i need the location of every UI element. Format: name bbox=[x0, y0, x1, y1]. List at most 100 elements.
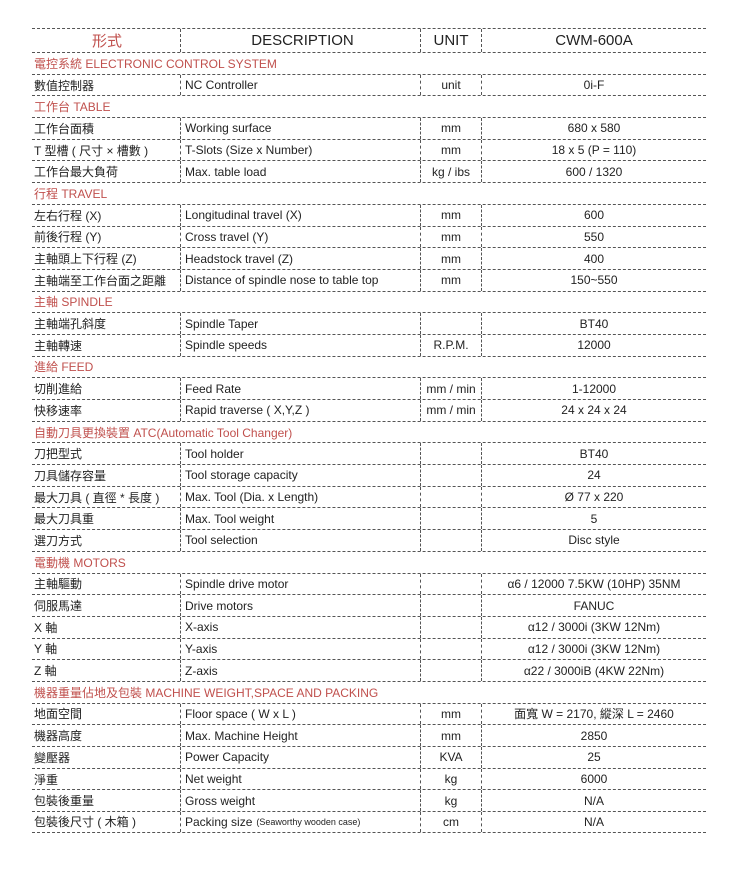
chinese-label-text: X 軸 bbox=[34, 620, 58, 635]
description: Headstock travel (Z) bbox=[180, 248, 420, 269]
description-text: Spindle drive motor bbox=[185, 576, 289, 591]
header-row: 形式 DESCRIPTION UNIT CWM-600A bbox=[32, 28, 706, 52]
chinese-label: 伺服馬達 bbox=[32, 597, 180, 614]
table-row: 淨重 Net weight kg 6000 bbox=[32, 767, 706, 790]
description: Y-axis bbox=[180, 638, 420, 660]
table-row: 切削進給 Feed Rate mm / min 1-12000 bbox=[32, 377, 706, 399]
value: α6 / 12000 7.5KW (10HP) 35NM bbox=[482, 577, 706, 591]
section-title: 電控系統 ELECTRONIC CONTROL SYSTEM bbox=[34, 56, 277, 71]
description: Spindle drive motor bbox=[180, 573, 420, 595]
value: α12 / 3000i (3KW 12Nm) bbox=[482, 620, 706, 634]
unit: mm bbox=[420, 248, 482, 269]
chinese-label-text: 包裝後尺寸 ( 木箱 ) bbox=[34, 815, 136, 830]
unit-text: kg bbox=[444, 772, 458, 787]
chinese-label-text: 包裝後重量 bbox=[34, 794, 95, 809]
description: Working surface bbox=[180, 118, 420, 139]
section-title: 主軸 SPINDLE bbox=[34, 295, 113, 310]
chinese-label: 數值控制器 bbox=[32, 77, 180, 94]
value-text: 12000 bbox=[577, 338, 611, 353]
value: 600 / 1320 bbox=[482, 165, 706, 179]
chinese-label: 切削進給 bbox=[32, 380, 180, 397]
unit bbox=[420, 486, 482, 508]
table-row: 最大刀具 ( 直徑 * 長度 ) Max. Tool (Dia. x Length… bbox=[32, 485, 706, 508]
description: Max. Tool weight bbox=[180, 508, 420, 530]
value: FANUC bbox=[482, 599, 706, 613]
description: Max. Tool (Dia. x Length) bbox=[180, 486, 420, 508]
table-row: 左右行程 (X) Longitudinal travel (X) mm 600 bbox=[32, 203, 706, 226]
value-text: 680 x 580 bbox=[567, 121, 621, 136]
chinese-label: 最大刀具 ( 直徑 * 長度 ) bbox=[32, 489, 180, 506]
table-row: 工作台面積 Working surface mm 680 x 580 bbox=[32, 117, 706, 139]
description: Drive motors bbox=[180, 595, 420, 616]
chinese-label-text: 切削進給 bbox=[34, 382, 83, 397]
unit: mm / min bbox=[420, 400, 482, 421]
description-text: Spindle Taper bbox=[185, 316, 259, 331]
value: BT40 bbox=[482, 447, 706, 461]
chinese-label: 工作台最大負荷 bbox=[32, 163, 180, 180]
value: 12000 bbox=[482, 338, 706, 352]
value-text: 6000 bbox=[580, 772, 608, 787]
unit bbox=[420, 595, 482, 616]
description: Max. table load bbox=[180, 161, 420, 183]
value: 150~550 bbox=[482, 273, 706, 287]
description-text: Cross travel (Y) bbox=[185, 229, 269, 244]
chinese-label-text: T 型槽 ( 尺寸 × 槽數 ) bbox=[34, 143, 149, 158]
chinese-label-text: 主軸驅動 bbox=[34, 577, 83, 592]
chinese-label-text: 數值控制器 bbox=[34, 78, 95, 93]
chinese-label: 快移速率 bbox=[32, 402, 180, 419]
description-text: Gross weight bbox=[185, 793, 256, 808]
section-row: 進給 FEED bbox=[32, 355, 706, 378]
value-text: 1-12000 bbox=[571, 381, 617, 396]
table-row: X 軸 X-axis α12 / 3000i (3KW 12Nm) bbox=[32, 615, 706, 638]
table-row: 主軸轉速 Spindle speeds R.P.M. 12000 bbox=[32, 333, 706, 356]
description: Tool storage capacity bbox=[180, 465, 420, 486]
value-text: 18 x 5 (P = 110) bbox=[551, 143, 637, 158]
unit: kg bbox=[420, 790, 482, 812]
unit: KVA bbox=[420, 747, 482, 768]
section-row: 工作台 TABLE bbox=[32, 95, 706, 117]
value-text: 2850 bbox=[580, 728, 608, 743]
value: 600 bbox=[482, 208, 706, 222]
unit-text: mm bbox=[441, 208, 461, 223]
unit: mm bbox=[420, 118, 482, 139]
chinese-label-text: 機器高度 bbox=[34, 729, 83, 744]
value-text: α12 / 3000i (3KW 12Nm) bbox=[527, 620, 661, 635]
description: Feed Rate bbox=[180, 378, 420, 399]
value: 400 bbox=[482, 252, 706, 266]
description-text: Feed Rate bbox=[185, 381, 242, 396]
description-text: Drive motors bbox=[185, 598, 254, 613]
description: Gross weight bbox=[180, 790, 420, 812]
description-text: Y-axis bbox=[185, 641, 218, 656]
chinese-label: T 型槽 ( 尺寸 × 槽數 ) bbox=[32, 142, 180, 159]
value-text: N/A bbox=[583, 814, 604, 829]
chinese-label-text: 左右行程 (X) bbox=[34, 208, 102, 223]
value: 25 bbox=[482, 750, 706, 764]
value-text: 550 bbox=[583, 229, 605, 244]
section-title: 自動刀具更換裝置 ATC(Automatic Tool Changer) bbox=[34, 425, 293, 440]
chinese-label-text: 最大刀具 ( 直徑 * 長度 ) bbox=[34, 490, 160, 505]
chinese-label-text: 主軸頭上下行程 (Z) bbox=[34, 252, 137, 267]
unit bbox=[420, 443, 482, 465]
unit: unit bbox=[420, 74, 482, 96]
chinese-label: 選刀方式 bbox=[32, 532, 180, 549]
unit-text: unit bbox=[441, 78, 461, 93]
unit: kg / ibs bbox=[420, 161, 482, 183]
value: 24 bbox=[482, 468, 706, 482]
unit: mm bbox=[420, 226, 482, 248]
header-model: CWM-600A bbox=[555, 32, 633, 49]
description-text: Floor space ( W x L ) bbox=[185, 706, 296, 721]
description: Longitudinal travel (X) bbox=[180, 204, 420, 226]
chinese-label: 主軸頭上下行程 (Z) bbox=[32, 250, 180, 267]
chinese-label-text: 最大刀具重 bbox=[34, 512, 95, 527]
description: Rapid traverse ( X,Y,Z ) bbox=[180, 400, 420, 421]
unit bbox=[420, 530, 482, 551]
value: 680 x 580 bbox=[482, 121, 706, 135]
unit-text: mm bbox=[441, 229, 461, 244]
value: 6000 bbox=[482, 772, 706, 786]
value: 18 x 5 (P = 110) bbox=[482, 143, 706, 157]
unit bbox=[420, 638, 482, 660]
description-text: Distance of spindle nose to table top bbox=[185, 273, 379, 288]
unit: mm bbox=[420, 725, 482, 746]
description-text: Max. Tool weight bbox=[185, 511, 275, 526]
value-text: BT40 bbox=[579, 316, 609, 331]
